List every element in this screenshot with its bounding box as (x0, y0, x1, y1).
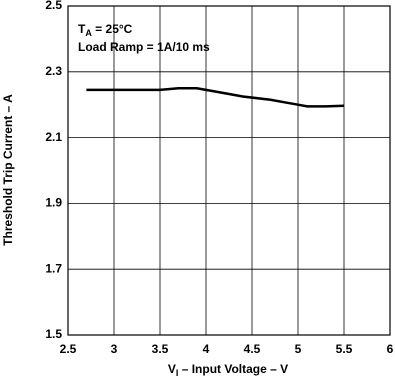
annotation-main: T (78, 22, 86, 36)
x-label-main: V (168, 362, 176, 376)
x-axis-label: VI – Input Voltage – V (168, 362, 288, 378)
annotation: TA = 25°C (78, 22, 133, 38)
annotation-rest: = 25°C (92, 22, 133, 36)
x-tick-label: 3.5 (152, 342, 169, 356)
y-tick-label: 2.1 (45, 130, 62, 144)
x-tick-label: 3 (111, 342, 118, 356)
y-tick-label: 2.3 (45, 64, 62, 78)
annotation-2: Load Ramp = 1A/10 ms (78, 40, 210, 54)
y-tick-label: 1.7 (45, 261, 62, 275)
x-label-rest: – Input Voltage – V (178, 362, 288, 376)
y-axis-label: Threshold Trip Current – A (1, 94, 15, 246)
y-tick-label: 2.5 (45, 0, 62, 12)
y-tick-label: 1.9 (45, 196, 62, 210)
plot-frame (67, 5, 391, 336)
x-tick-label: 4 (203, 342, 210, 356)
x-tick-label: 2.5 (60, 342, 77, 356)
x-tick-label: 5 (295, 342, 302, 356)
x-tick-label: 6 (387, 342, 394, 356)
x-tick-label: 5.5 (336, 342, 353, 356)
x-label-sub: I (176, 368, 179, 378)
y-tick-label: 1.5 (45, 327, 62, 341)
annotation-sub: A (85, 28, 92, 38)
x-tick-label: 4.5 (244, 342, 261, 356)
data-line (86, 87, 345, 108)
